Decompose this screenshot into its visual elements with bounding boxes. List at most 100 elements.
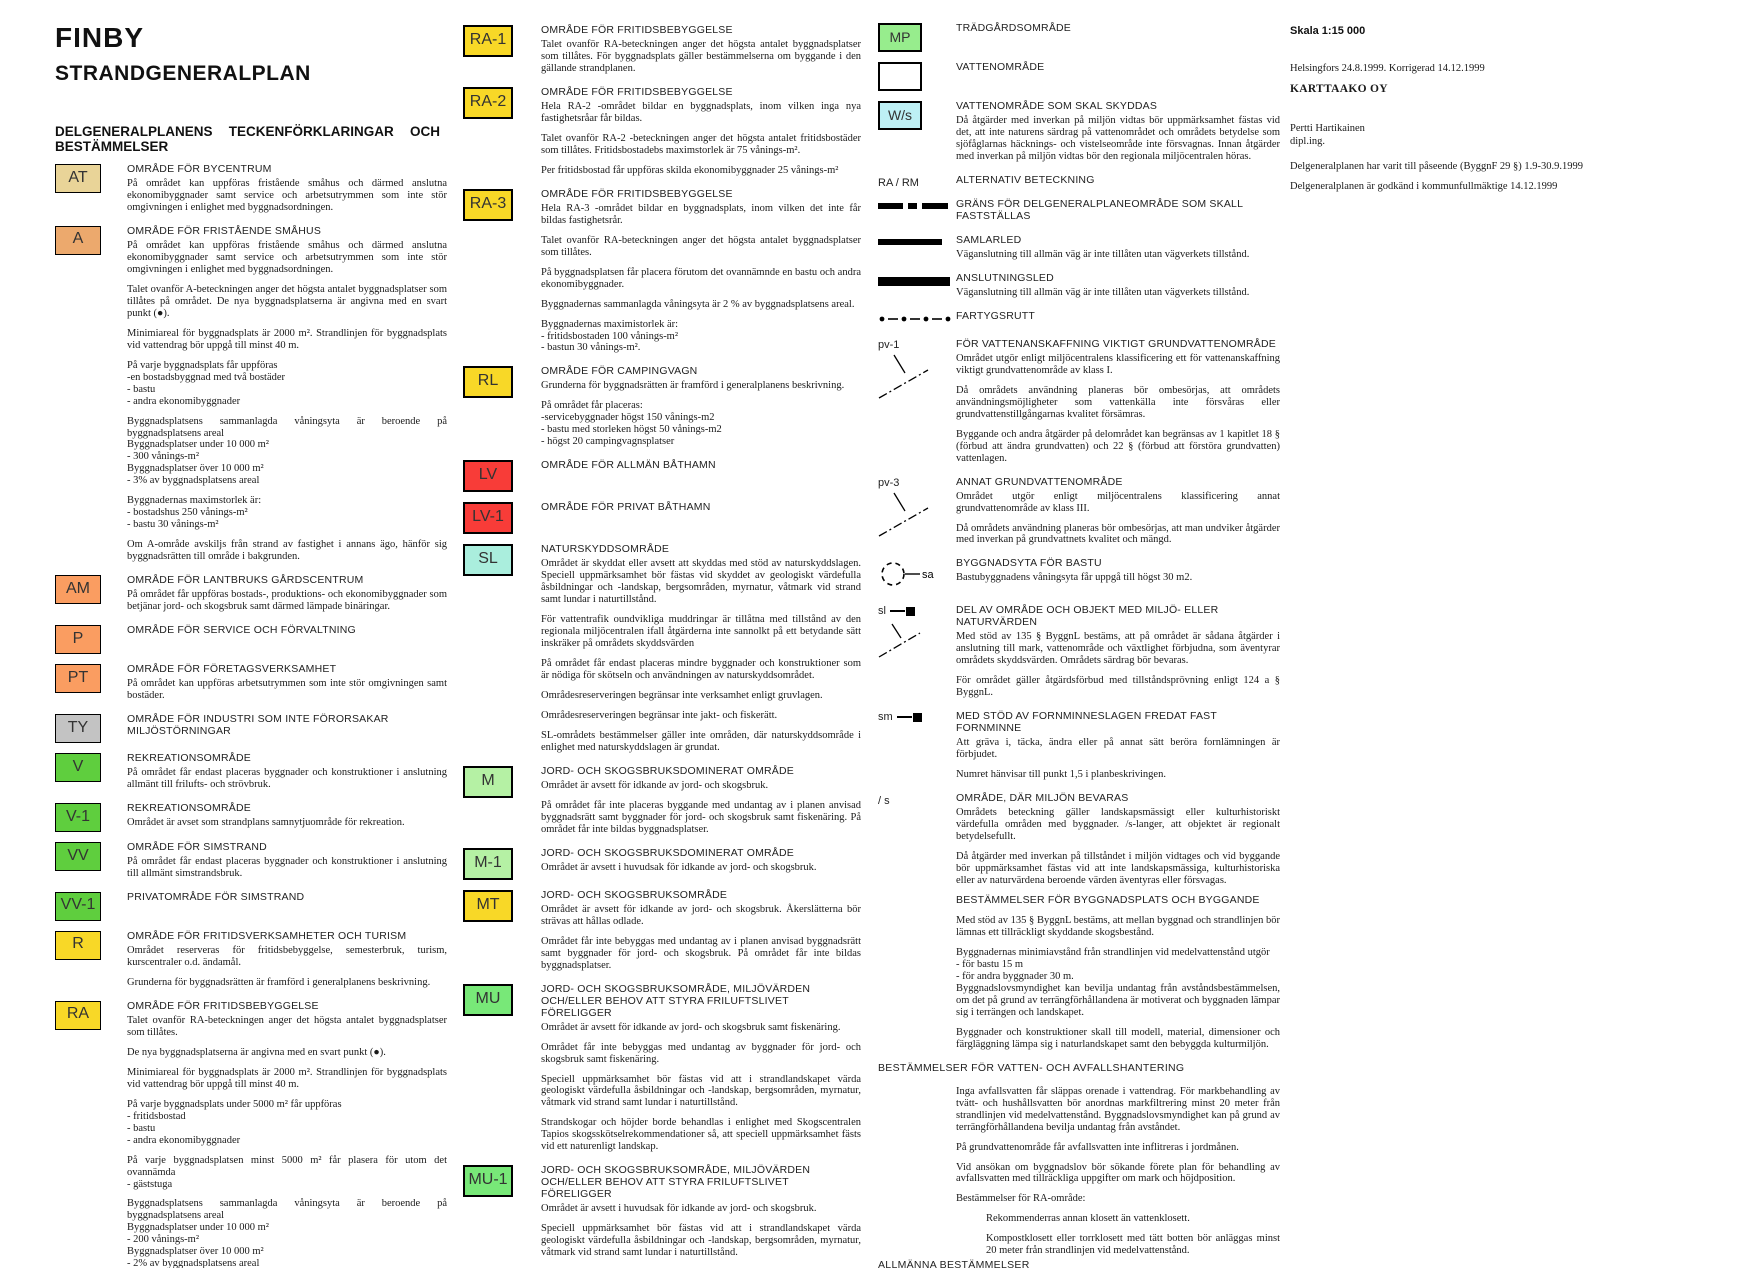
- legend-item-m: M JORD- OCH SKOGSBRUKSDOMINERAT OMRÅDE Omr…: [463, 765, 861, 838]
- box-vv-1: VV-1: [55, 891, 101, 921]
- paragraph: På området kan uppföras fristående småhu…: [127, 239, 450, 275]
- legend-item-sm-symbol-cell: sm: [878, 710, 956, 783]
- legend-item-ra-rm-text-cell: ALTERNATIV BETECKNING: [956, 174, 1280, 189]
- paragraph: Talet ovanför A-beteckningen anger det h…: [127, 283, 450, 319]
- paragraph: Per fritidsbostad får uppföras skilda ek…: [541, 164, 839, 176]
- legend-item-lv-symbol-cell: LV: [463, 459, 541, 493]
- legend-title: VATTENOMRÅDE SOM SKAL SKYDDAS: [956, 100, 1158, 112]
- legend-item-lv1-text-cell: OMRÅDE FÖR PRIVAT BÅTHAMN: [541, 501, 861, 534]
- legend-item-lv1: LV-1 OMRÅDE FÖR PRIVAT BÅTHAMN: [463, 501, 861, 535]
- legend-item-mp-text-cell: TRÄDGÅRDSOMRÅDE: [956, 22, 1280, 52]
- legend-item-v1-text-cell: REKREATIONSOMRÅDE Området är avset som st…: [127, 802, 447, 832]
- paragraph: Bestämmelser för RA-område:: [956, 1193, 1086, 1205]
- legend-item-w-symbol-cell: [878, 61, 956, 91]
- paragraph: På området får endast placeras byggnader…: [127, 856, 450, 879]
- legend-item-ra: RA OMRÅDE FÖR FRITIDSBEBYGGELSE Talet ovan…: [55, 1000, 447, 1268]
- paragraph: Kompostklosett eller torrklosett med tät…: [986, 1233, 1283, 1257]
- approval-note: Delgeneralplanen är godkänd i kommunfull…: [1290, 181, 1558, 192]
- paragraph: Väganslutning till allmän väg är inte ti…: [956, 248, 1250, 260]
- paragraph: Byggnadernas maximistorlek är: - fritids…: [541, 318, 679, 354]
- legend-item-vv-symbol-cell: VV: [55, 841, 127, 882]
- paragraph: På området får placeras: -servicebyggnad…: [541, 400, 722, 448]
- paragraph: Byggnadsplatsens sammanlagda våningsyta …: [127, 1198, 447, 1268]
- legend-item-s-symbol-cell: / s: [878, 792, 956, 1052]
- paragraph: På varje byggnadsplats under 5000 m² får…: [127, 1098, 342, 1146]
- legend-item-ra3-text-cell: OMRÅDE FÖR FRITIDSBEBYGGELSE Hela RA-3 -o…: [541, 188, 861, 357]
- legend-item-ra-text-cell: OMRÅDE FÖR FRITIDSBEBYGGELSE Talet ovanfö…: [127, 1000, 447, 1268]
- legend-item-am-text-cell: OMRÅDE FÖR LANTBRUKS GÅRDSCENTRUM På områ…: [127, 574, 447, 615]
- paragraph: Rekommenderras annan klosett än vattenkl…: [986, 1213, 1190, 1225]
- box-r: R: [55, 930, 101, 960]
- legend-item-pt: PT OMRÅDE FÖR FÖRETAGSVERKSAMHET På område…: [55, 663, 447, 704]
- box-mu-1: MU-1: [463, 1165, 513, 1198]
- paragraph: Området får inte bebyggas med undantag a…: [541, 1041, 864, 1065]
- sm-fornminne-symbol: sm: [878, 711, 956, 723]
- svg-text:sa: sa: [922, 569, 935, 581]
- legend-title: OMRÅDE FÖR FÖRETAGSVERKSAMHET: [127, 663, 337, 676]
- paragraph: På byggnadsplatsen får placera förutom d…: [541, 266, 864, 290]
- paragraph: Talet ovanför RA-beteckningen anger det …: [127, 1014, 450, 1038]
- legend-title: OMRÅDE FÖR INDUSTRI SOM INTE FÖRORSAKAR …: [127, 713, 389, 738]
- box-ty: TY: [55, 714, 101, 744]
- fartygsrutt-line-symbol: [878, 311, 956, 329]
- legend-box-label: PT: [67, 668, 89, 686]
- legend-item-ty: TY OMRÅDE FÖR INDUSTRI SOM INTE FÖRORSAKA…: [55, 713, 447, 744]
- fartygsrutt-line-symbol: [879, 316, 951, 322]
- paragraph: På området får endast placeras byggnader…: [127, 767, 450, 791]
- paragraph: Inga avfallsvatten får släppas orenade i…: [956, 1085, 1283, 1133]
- legend-item-vv1-text-cell: PRIVATOMRÅDE FÖR SIMSTRAND: [127, 891, 447, 921]
- legend-item-ra3-symbol-cell: RA-3: [463, 188, 541, 357]
- paragraph: Då åtgärder med inverkan på miljön vidta…: [956, 115, 1283, 162]
- legend-item-grans-symbol-cell: [878, 198, 956, 225]
- sl-object-symbol-line: [889, 610, 905, 613]
- legend-title: OMRÅDE FÖR FRISTÅENDE SMÅHUS: [127, 224, 322, 237]
- legend-box-label: RA-3: [469, 194, 507, 212]
- legend-item-rl-symbol-cell: RL: [463, 365, 541, 450]
- legend-item-mu-text-cell: JORD- OCH SKOGSBRUKSOMRÅDE, MILJÖVÄRDEN …: [541, 983, 861, 1156]
- legend-item-s: / s OMRÅDE, DÄR MILJÖN BEVARAS Områdets be…: [878, 792, 1280, 1052]
- legend-box-label: MT: [476, 895, 500, 913]
- paragraph: Grunderna för byggnadsrätten är framförd…: [541, 380, 845, 392]
- legend-item-vv: VV OMRÅDE FÖR SIMSTRAND På området får end…: [55, 841, 447, 882]
- legend-item-lv: LV OMRÅDE FÖR ALLMÄN BÅTHAMN: [463, 459, 861, 493]
- sm-fornminne-symbol-label: sm: [878, 711, 893, 724]
- legend-item-anslutningsled-symbol-cell: [878, 272, 956, 301]
- author-role: dipl.ing.: [1290, 136, 1326, 147]
- legend-title: NATURSKYDDSOMRÅDE: [541, 543, 670, 556]
- legend-item-am-symbol-cell: AM: [55, 574, 127, 615]
- paragraph: På området får endast placeras mindre by…: [541, 658, 864, 682]
- legend-box-label: RA-1: [469, 31, 507, 48]
- pv-3-symbol-icon: [878, 492, 929, 537]
- pv-1-symbol: pv-1: [878, 339, 956, 405]
- column-3: MP TRÄDGÅRDSOMRÅDE VATTENOMRÅDE W/s VATTENOM…: [878, 22, 1280, 1268]
- legend-box-label: RA: [66, 1005, 90, 1023]
- legend-title: OMRÅDE FÖR FRITIDSBEBYGGELSE: [541, 187, 733, 200]
- legend-title: FÖR VATTENANSKAFFNING VIKTIGT GRUNDVATTE…: [956, 337, 1276, 350]
- paragraph: Hela RA-3 -området bildar en byggnadspla…: [541, 202, 864, 226]
- legend-item-sm: sm MED STÖD AV FORNMINNESLAGEN FREDAT FAS…: [878, 710, 1280, 783]
- legend-item-ra2-symbol-cell: RA-2: [463, 86, 541, 179]
- legend-item-mu1-symbol-cell: MU-1: [463, 1164, 541, 1268]
- legend-title: ANSLUTNINGSLED: [956, 271, 1054, 284]
- paragraph: Området är skyddat eller avsett att skyd…: [541, 558, 864, 606]
- legend-item-v-symbol-cell: V: [55, 752, 127, 793]
- legend-item-sl-symbol-cell: SL: [463, 543, 541, 756]
- section-vatten-avfall-paragraphs: Inga avfallsvatten får släppas orenade i…: [956, 1086, 1280, 1258]
- paragraph: Speciell uppmärksamhet bör fästas vid at…: [541, 1223, 864, 1259]
- box-vattenomrade: [878, 62, 922, 91]
- legend-item-am: AM OMRÅDE FÖR LANTBRUKS GÅRDSCENTRUM På om…: [55, 574, 447, 615]
- legend-box-label: AM: [66, 579, 90, 597]
- legend-item-a-text-cell: OMRÅDE FÖR FRISTÅENDE SMÅHUS På området k…: [127, 225, 447, 565]
- legend-item-fartygsrutt: FARTYGSRUTT: [878, 310, 1280, 329]
- paragraph: På området får uppföras bostads-, produk…: [127, 589, 450, 613]
- paragraph: Området reserveras för fritidsbebyggelse…: [127, 944, 450, 968]
- legend-title: OMRÅDE FÖR SIMSTRAND: [127, 841, 267, 853]
- legend-item-pv1: pv-1 FÖR VATTENANSKAFFNING VIKTIGT GRUNDV…: [878, 338, 1280, 467]
- legend-item-rl-text-cell: OMRÅDE FÖR CAMPINGVAGN Grunderna för bygg…: [541, 365, 861, 450]
- legend-item-m-text-cell: JORD- OCH SKOGSBRUKSDOMINERAT OMRÅDE Områ…: [541, 765, 861, 838]
- legend-title: JORD- OCH SKOGSBRUKSOMRÅDE, MILJÖVÄRDEN …: [541, 1164, 811, 1201]
- legend-title: MED STÖD AV FORNMINNESLAGEN FREDAT FAST …: [956, 710, 1217, 735]
- sl-object-symbol: sl: [878, 605, 956, 664]
- legend-title: OMRÅDE FÖR FRITIDSBEBYGGELSE: [541, 85, 733, 98]
